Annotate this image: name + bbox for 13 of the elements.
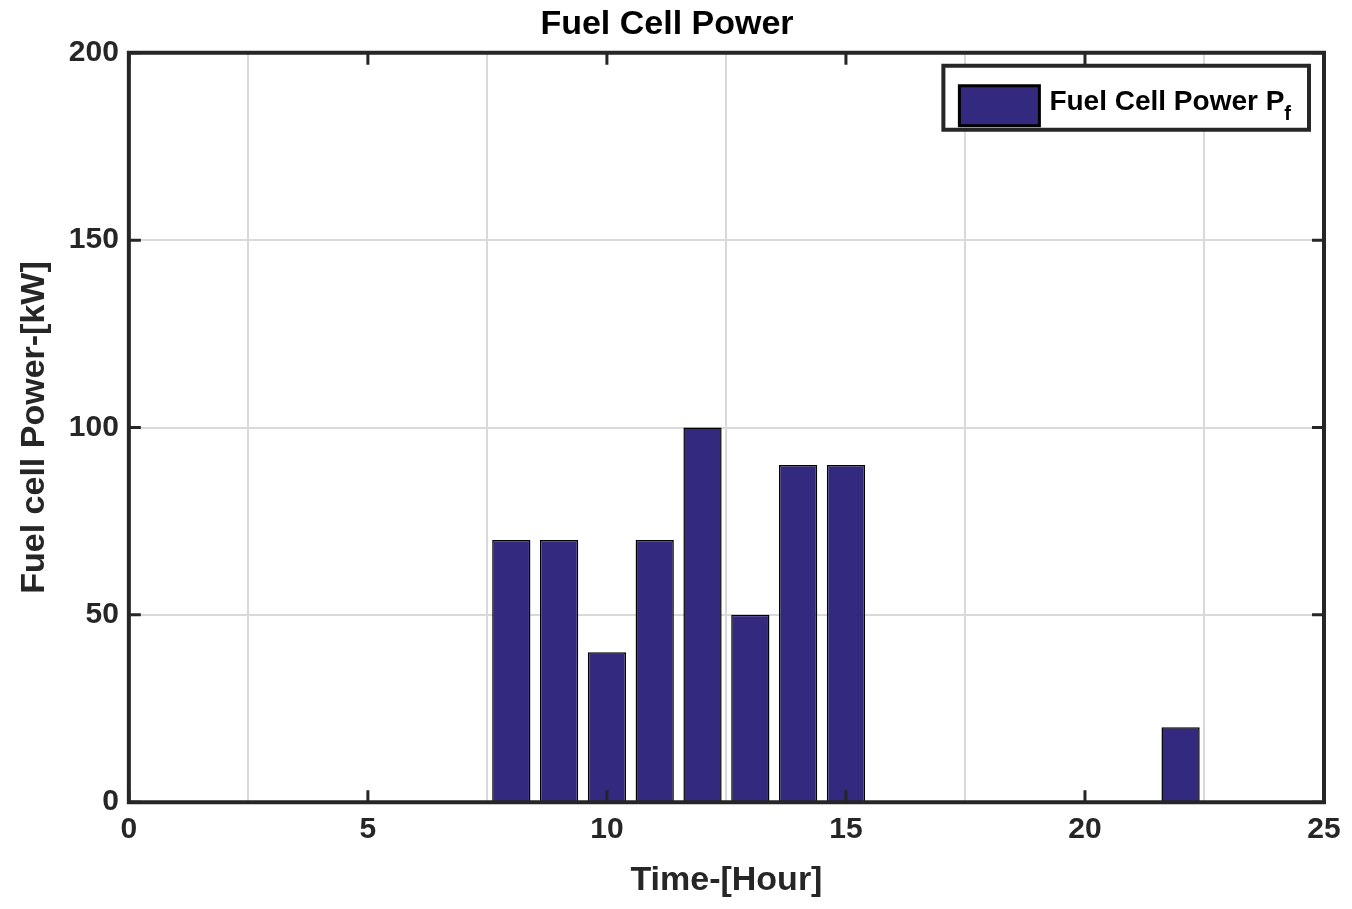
y-tick-label: 150 <box>68 221 119 255</box>
y-tick-label: 0 <box>102 783 119 817</box>
chart-title: Fuel Cell Power <box>540 2 794 41</box>
y-tick-label: 200 <box>68 34 119 68</box>
y-tick-label: 100 <box>68 408 119 442</box>
x-tick-label: 5 <box>359 811 377 845</box>
x-tick-label: 25 <box>1307 811 1341 845</box>
x-tick-label: 15 <box>829 811 863 845</box>
y-axis-title: Fuel cell Power-[kW] <box>12 261 51 594</box>
x-axis-title: Time-[Hour] <box>630 858 823 897</box>
x-tick-label: 20 <box>1068 811 1102 845</box>
y-tick-label: 50 <box>85 596 119 630</box>
x-tick-label: 10 <box>590 811 624 845</box>
